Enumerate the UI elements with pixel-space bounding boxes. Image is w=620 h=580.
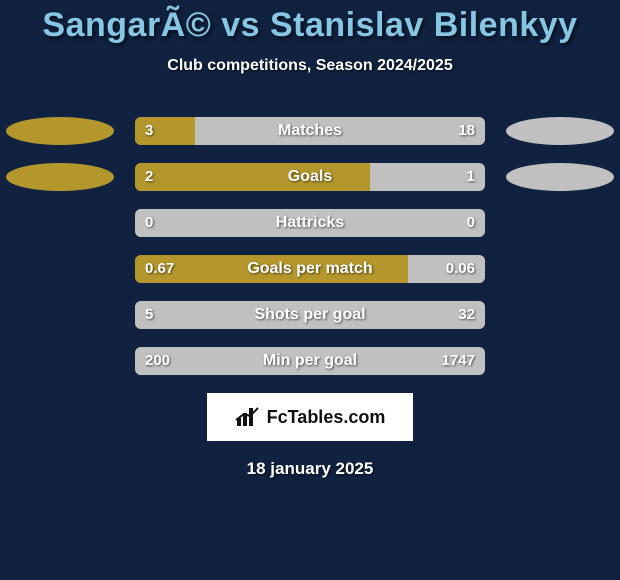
team-oval-right xyxy=(506,163,614,191)
bar-track xyxy=(135,117,485,145)
metric-row: 00Hattricks xyxy=(0,209,620,237)
page-title: SangarÃ© vs Stanislav Bilenkyy xyxy=(0,6,620,45)
metric-row: 21Goals xyxy=(0,163,620,191)
metric-row: 0.670.06Goals per match xyxy=(0,255,620,283)
bar-track xyxy=(135,163,485,191)
value-right: 1 xyxy=(457,163,485,191)
logo-badge: FcTables.com xyxy=(207,393,413,441)
value-left: 200 xyxy=(135,347,180,375)
bar-right xyxy=(195,117,485,145)
value-right: 0 xyxy=(457,209,485,237)
metric-row: 532Shots per goal xyxy=(0,301,620,329)
value-right: 32 xyxy=(448,301,485,329)
bar-track xyxy=(135,301,485,329)
value-left: 0 xyxy=(135,209,163,237)
value-right: 1747 xyxy=(432,347,485,375)
value-left: 2 xyxy=(135,163,163,191)
value-left: 5 xyxy=(135,301,163,329)
bar-track xyxy=(135,209,485,237)
bar-chart-icon xyxy=(235,406,261,428)
bar-right xyxy=(135,209,485,237)
value-left: 0.67 xyxy=(135,255,184,283)
subtitle: Club competitions, Season 2024/2025 xyxy=(0,57,620,75)
team-oval-left xyxy=(6,163,114,191)
team-oval-right xyxy=(506,117,614,145)
date-label: 18 january 2025 xyxy=(0,459,620,479)
value-right: 18 xyxy=(448,117,485,145)
comparison-chart: 318Matches21Goals00Hattricks0.670.06Goal… xyxy=(0,117,620,375)
bar-right xyxy=(135,301,485,329)
team-oval-left xyxy=(6,117,114,145)
comparison-card: SangarÃ© vs Stanislav Bilenkyy Club comp… xyxy=(0,0,620,580)
logo-text: FcTables.com xyxy=(267,407,386,428)
value-left: 3 xyxy=(135,117,163,145)
bar-track xyxy=(135,255,485,283)
metric-row: 2001747Min per goal xyxy=(0,347,620,375)
bar-left xyxy=(135,163,370,191)
value-right: 0.06 xyxy=(436,255,485,283)
metric-row: 318Matches xyxy=(0,117,620,145)
